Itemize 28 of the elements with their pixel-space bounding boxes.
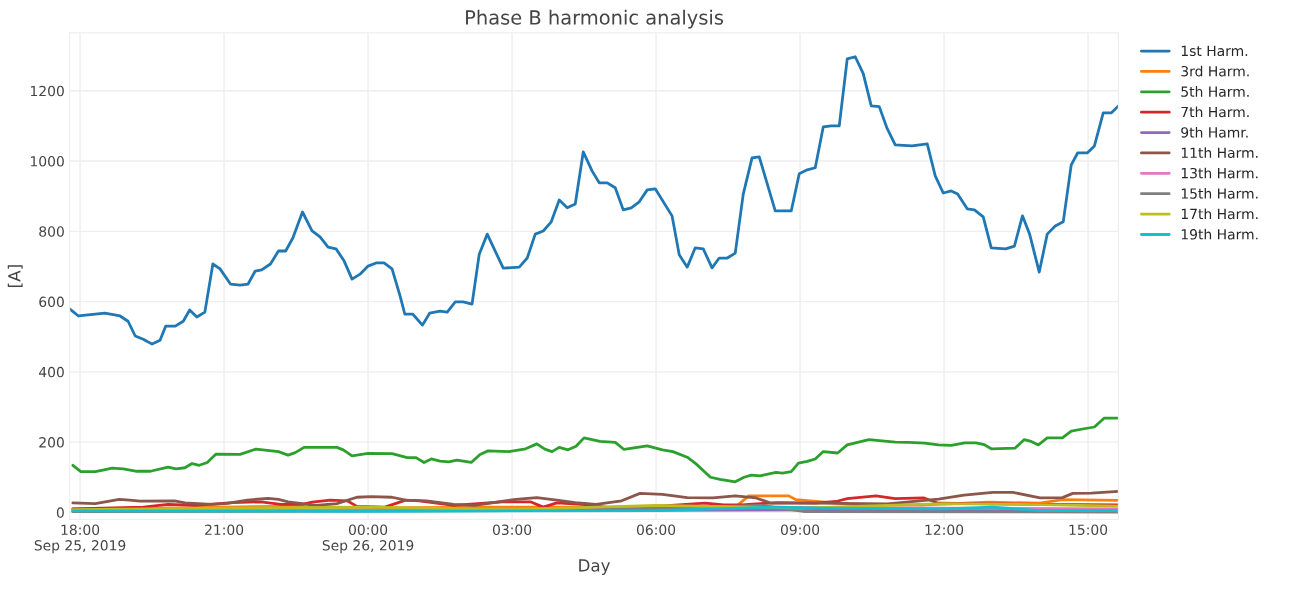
y-tick-label: 800 (39, 226, 64, 237)
x-tick-label: 21:00 (205, 524, 244, 535)
legend-label: 9th Hamr. (1181, 126, 1248, 138)
y-tick-label: 1200 (30, 85, 64, 97)
legend-label: 3rd Harm. (1181, 65, 1249, 77)
y-tick-label: 1000 (30, 156, 64, 167)
x-tick-label: 18:00 Sep 25, 2019 (34, 524, 126, 554)
legend-label: 13th Harm. (1181, 167, 1258, 179)
y-tick-label: 600 (39, 296, 64, 308)
y-tick-label: 0 (56, 507, 64, 518)
x-tick-label: 09:00 (780, 524, 820, 535)
legend-label: 5th Harm. (1181, 86, 1249, 97)
y-tick-label: 400 (38, 366, 64, 378)
legend-label: 1st Harm. (1181, 45, 1248, 57)
y-tick-label: 200 (39, 437, 64, 448)
x-tick-label: 15:00 (1069, 524, 1108, 535)
legend-label: 17th Harm. (1181, 208, 1258, 220)
x-tick-label: 00:00 Sep 26, 2019 (322, 524, 414, 554)
legend-label: 19th Harm. (1181, 228, 1258, 240)
legend-label: 15th Harm. (1181, 188, 1258, 199)
chart-title: Phase B harmonic analysis (466, 9, 724, 29)
x-tick-label: 12:00 (925, 524, 964, 535)
legend-label: 7th Harm. (1181, 106, 1249, 118)
x-tick-label: 06:00 (636, 524, 676, 535)
y-axis-title: [A] (7, 265, 23, 287)
legend-label: 11th Harm. (1181, 147, 1258, 159)
x-tick-label: 03:00 (492, 524, 532, 535)
x-axis-title: Day (579, 559, 610, 575)
